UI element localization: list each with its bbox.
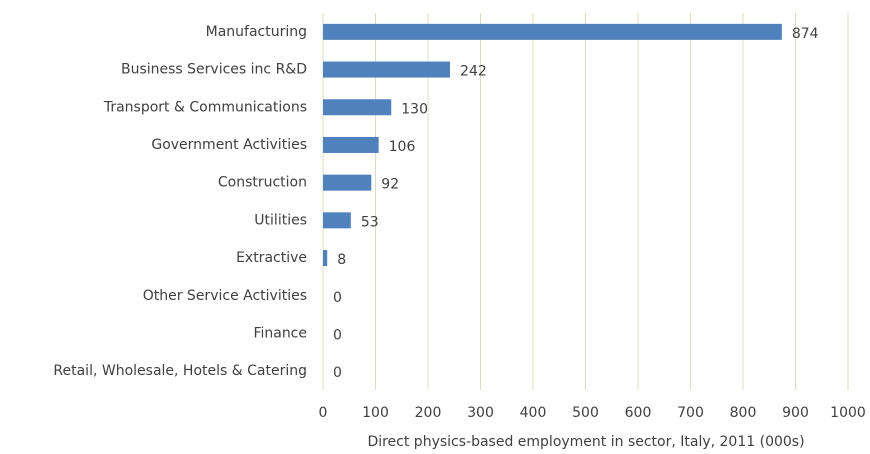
y-tick-label: Extractive — [236, 250, 307, 266]
x-tick-label: 400 — [520, 405, 547, 421]
y-tick-label: Construction — [218, 175, 307, 191]
y-tick-label: Other Service Activities — [143, 288, 307, 304]
bar — [323, 174, 372, 191]
x-tick-label: 0 — [319, 405, 328, 421]
x-tick-label: 800 — [730, 405, 757, 421]
x-tick-label: 500 — [572, 405, 599, 421]
value-label: 0 — [333, 365, 342, 381]
y-tick-label: Business Services inc R&D — [121, 62, 307, 78]
value-label: 0 — [333, 327, 342, 343]
x-axis-label: Direct physics-based employment in secto… — [367, 434, 804, 450]
value-label: 0 — [333, 290, 342, 306]
value-label: 242 — [460, 64, 487, 80]
x-tick-label: 700 — [677, 405, 704, 421]
bar — [323, 61, 451, 78]
bar — [323, 212, 351, 229]
y-tick-label: Government Activities — [151, 137, 307, 153]
bar — [323, 136, 379, 153]
x-tick-label: 300 — [467, 405, 494, 421]
y-tick-label: Retail, Wholesale, Hotels & Catering — [53, 363, 307, 379]
value-label: 92 — [381, 177, 399, 193]
x-tick-label: 200 — [415, 405, 442, 421]
bar — [323, 23, 782, 40]
value-label: 106 — [389, 139, 416, 155]
value-label: 53 — [361, 214, 379, 230]
y-tick-label: Transport & Communications — [103, 99, 307, 115]
bar — [323, 99, 392, 116]
value-label: 8 — [337, 252, 346, 268]
y-tick-label: Manufacturing — [206, 24, 307, 40]
y-tick-label: Finance — [253, 325, 307, 341]
value-label: 874 — [792, 26, 819, 42]
x-tick-label: 100 — [362, 405, 389, 421]
bar — [323, 250, 328, 267]
y-tick-label: Utilities — [254, 212, 307, 228]
value-label: 130 — [401, 101, 428, 117]
x-tick-label: 900 — [782, 405, 809, 421]
x-tick-label: 600 — [625, 405, 652, 421]
x-tick-label: 1000 — [830, 405, 866, 421]
